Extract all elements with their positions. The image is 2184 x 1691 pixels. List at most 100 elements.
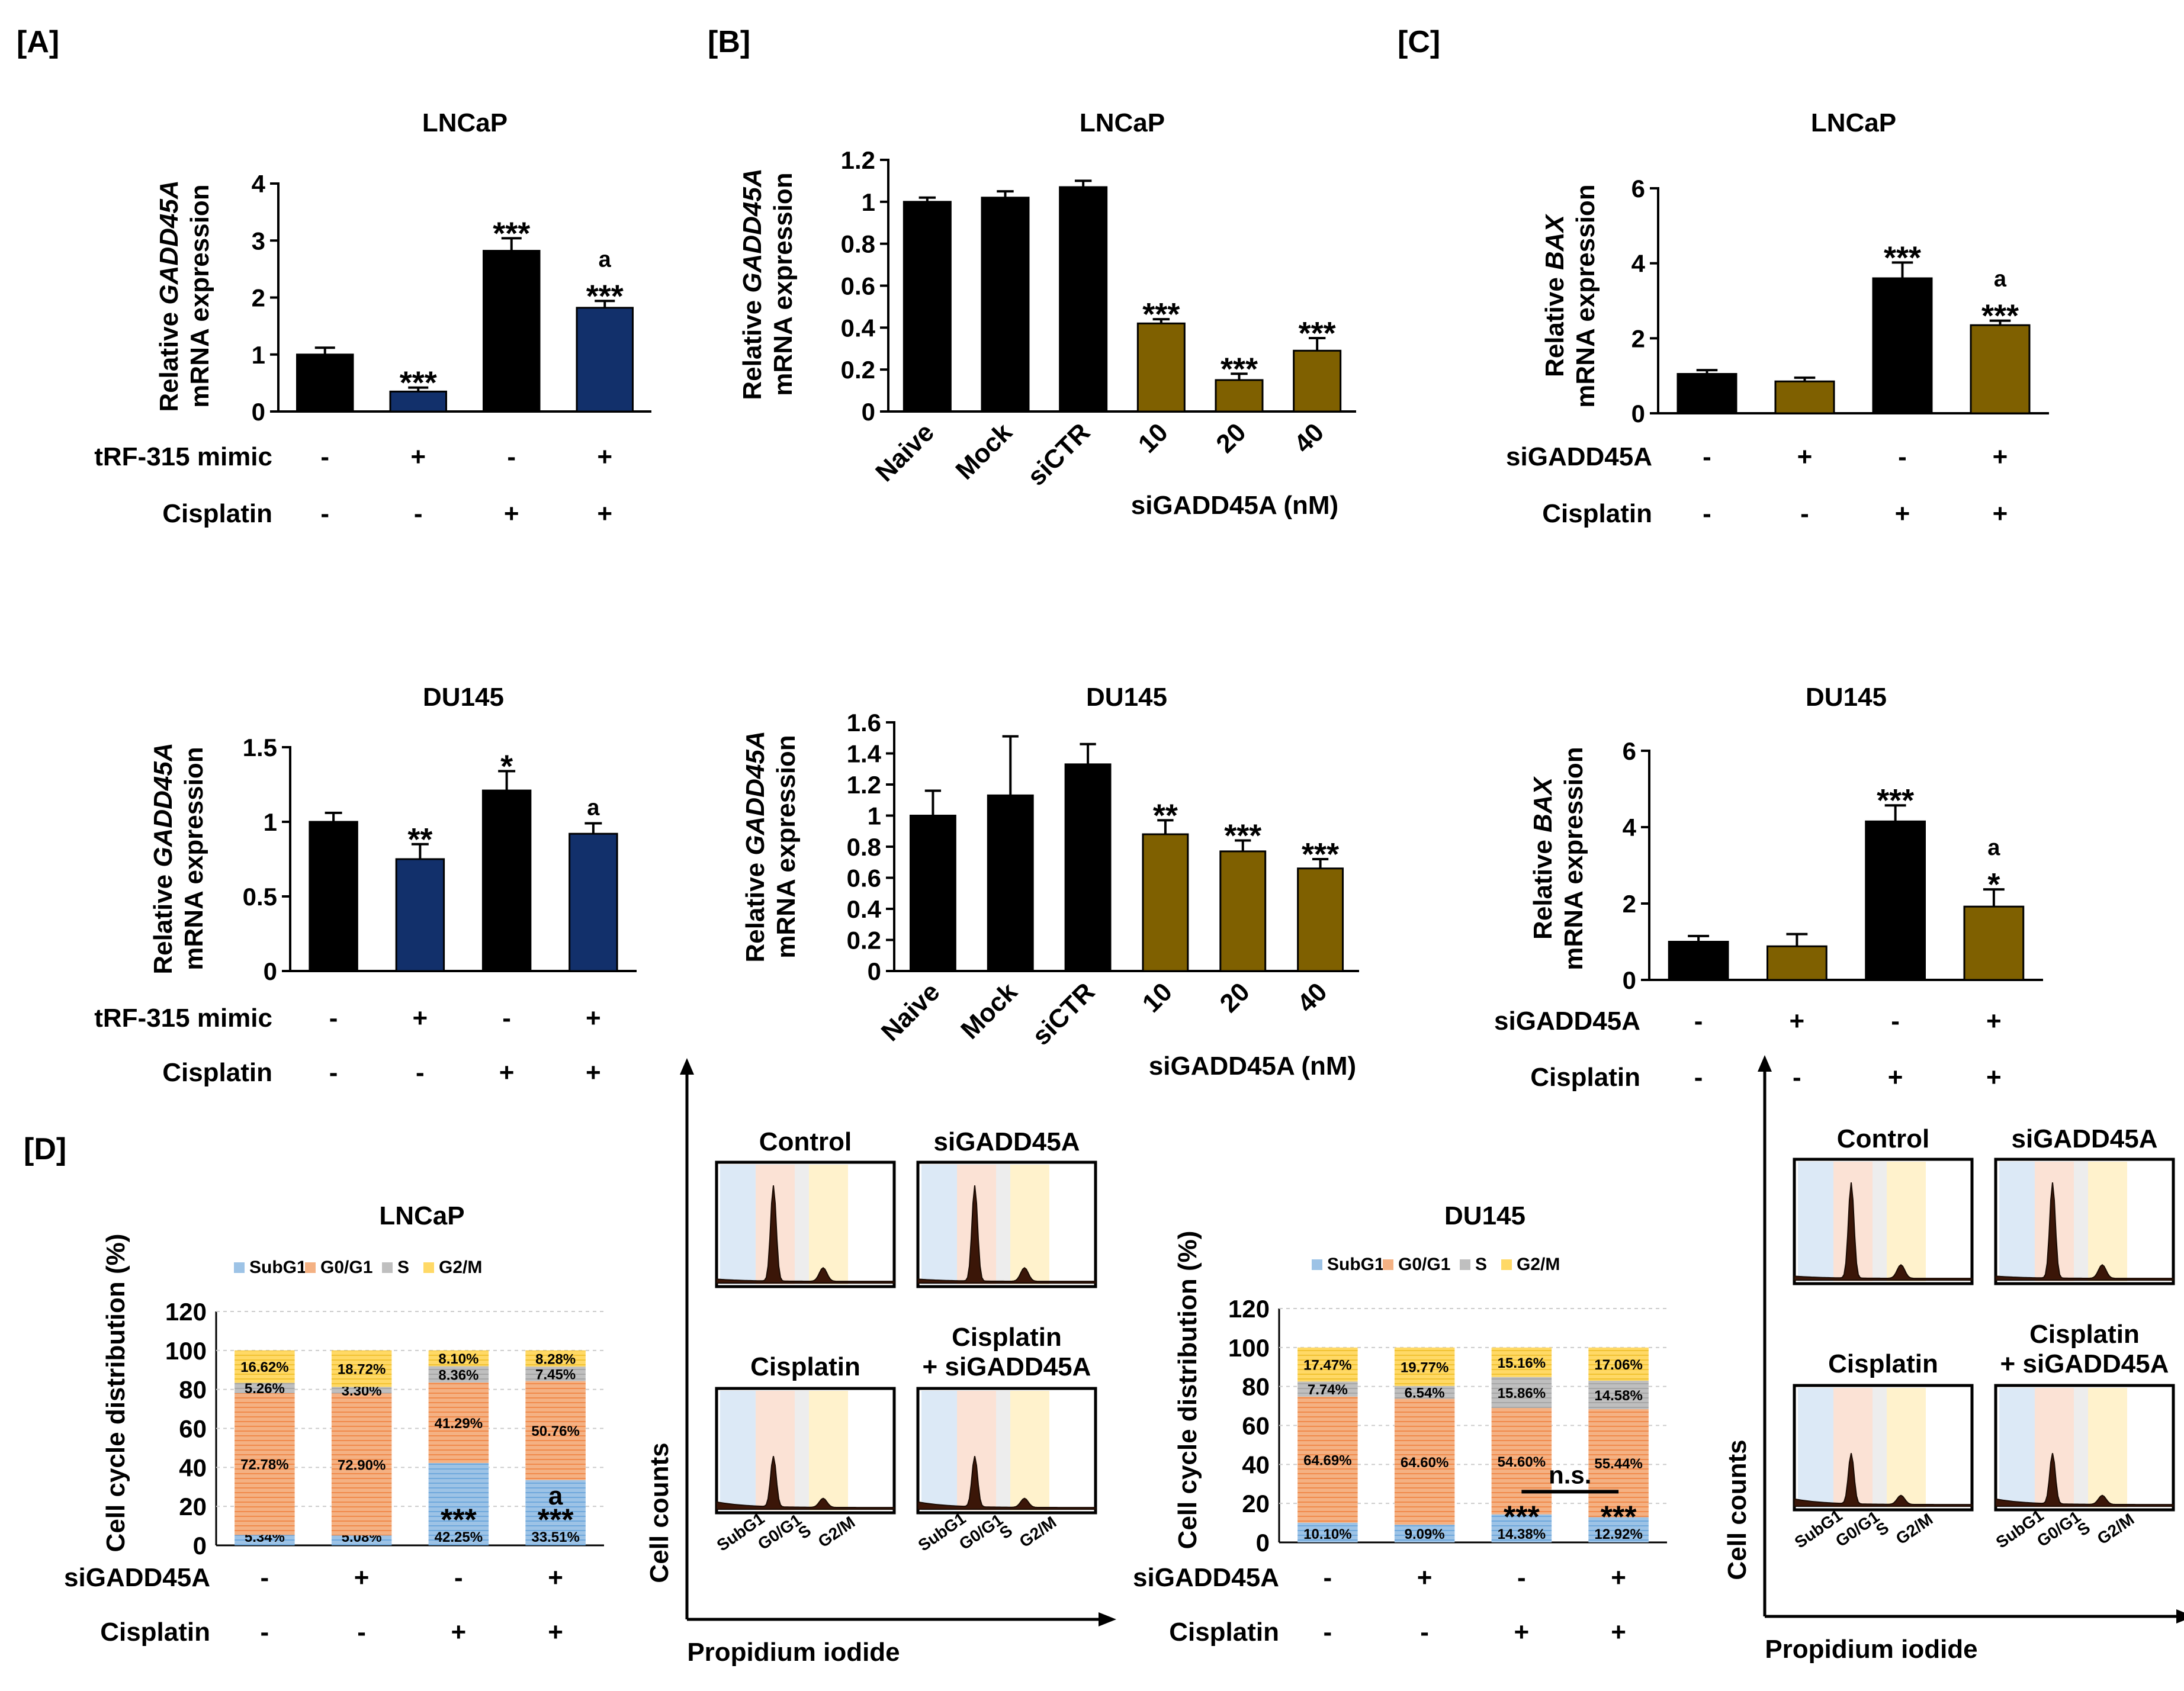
bar-B1-2 <box>1059 186 1108 413</box>
flow-du145-phase-label-0-0: SubG1 <box>1791 1506 1846 1552</box>
flow-du145-phase-label-1-3: G2/M <box>2094 1510 2138 1548</box>
y-label-gene: BAX <box>1540 213 1569 270</box>
condition-sign-C2-0-1: + <box>1790 1007 1805 1036</box>
condition-sign-C2-0-2: - <box>1891 1007 1900 1036</box>
y-axis-label-line2: mRNA expression <box>185 184 214 407</box>
condition-sign-A1-0-3: + <box>597 442 612 471</box>
legend-swatch-D2-3 <box>1501 1259 1512 1270</box>
gate-region-G2/M <box>1010 1391 1049 1510</box>
condition-sign-A1-1-2: + <box>504 499 519 528</box>
condition-sign-C2-1-3: + <box>1986 1063 2002 1092</box>
legend-swatch-D1-3 <box>423 1262 434 1273</box>
data-label-D2-2-2: 15.86% <box>1498 1385 1546 1401</box>
stack-segment-D2-G2/M-2 <box>1491 1347 1552 1377</box>
x-tick-label-B1-3: 10 <box>1133 417 1174 458</box>
data-label-D2-0-1: 9.09% <box>1405 1526 1445 1542</box>
y-tick-label-D2: 20 <box>1242 1490 1270 1518</box>
data-label-D2-1-0: 64.69% <box>1303 1452 1351 1468</box>
condition-sign-D2-0-2: - <box>1517 1563 1526 1592</box>
y-tick-label-B2: 1.2 <box>847 771 881 799</box>
gate-region-G2/M <box>1887 1388 1926 1507</box>
legend-label-D2-3: G2/M <box>1517 1255 1560 1274</box>
gate-region-SubG1 <box>921 1391 957 1510</box>
y-tick-label-B1: 0 <box>862 398 875 426</box>
flow-du145-phase-label-1-0: SubG1 <box>1993 1506 2047 1552</box>
y-label-gene: BAX <box>1528 776 1557 832</box>
significance-mark-D2-3: *** <box>1601 1500 1637 1535</box>
chart-title-C1: LNCaP <box>1811 108 1896 137</box>
condition-label-C1-1: Cisplatin <box>1542 499 1652 528</box>
flow-lncap-phase-label-0-3: G2/M <box>815 1513 859 1551</box>
condition-sign-C1-0-2: - <box>1898 442 1907 471</box>
x-tick-label-B2-0: Naive <box>876 977 946 1047</box>
significance-mark-B2-3: ** <box>1153 798 1178 833</box>
y-label-prefix: Relative <box>1540 270 1569 377</box>
condition-sign-A2-1-0: - <box>329 1058 338 1087</box>
significance-mark-A1-3: a <box>599 247 612 272</box>
x-tick-label-B1-4: 20 <box>1210 417 1251 458</box>
y-label-prefix: Relative <box>149 867 178 975</box>
panel-label-c: [C] <box>1398 25 1440 59</box>
y-tick-label-B2: 1.6 <box>847 709 881 737</box>
condition-sign-D2-1-2: + <box>1514 1618 1530 1647</box>
significance-mark-A1-3: *** <box>586 278 624 314</box>
gate-region-S <box>1873 1162 1887 1281</box>
bar-B2-3 <box>1142 833 1189 972</box>
y-tick-label-B2: 1.4 <box>847 740 882 768</box>
bar-A2-2 <box>481 789 532 972</box>
y-label-prefix: Relative <box>738 293 767 400</box>
flow-lncap-combo <box>916 1387 1097 1515</box>
significance-mark-B2-4: *** <box>1224 818 1261 854</box>
gate-region-SubG1 <box>720 1165 756 1284</box>
stack-segment-D2-SubG1-0 <box>1297 1522 1358 1542</box>
flow-du145-x-label: Propidium iodide <box>1765 1635 1977 1664</box>
flow-lncap-control <box>715 1160 896 1288</box>
data-label-D1-2-3: 7.45% <box>535 1367 576 1383</box>
condition-sign-D1-1-2: + <box>451 1618 467 1647</box>
stack-segment-D2-SubG1-1 <box>1394 1525 1455 1542</box>
flow-du145-y-label: Cell counts <box>1723 1439 1752 1580</box>
flow-du145-phase-label-0-3: G2/M <box>1893 1510 1936 1548</box>
bar-A2-1 <box>395 858 445 972</box>
flow-lncap-cisplatin <box>715 1387 896 1515</box>
condition-sign-C1-1-3: + <box>1993 499 2008 528</box>
chart-title-A1: LNCaP <box>422 108 508 137</box>
histogram-curve <box>1794 1182 1973 1281</box>
gate-region-SubG1 <box>1999 1162 2035 1281</box>
significance-mark-C1-3: *** <box>1981 298 2019 334</box>
x-tick-label-B1-2: siCTR <box>1022 417 1096 491</box>
condition-sign-A2-1-1: - <box>416 1058 425 1087</box>
data-label-D1-1-3: 50.76% <box>531 1423 579 1439</box>
y-label-gene: GADD45A <box>149 742 178 867</box>
data-label-D1-2-0: 5.26% <box>245 1381 285 1397</box>
histogram-curve <box>917 1185 1096 1284</box>
bar-C2-0 <box>1668 941 1729 981</box>
y-tick-label-B1: 0.8 <box>841 230 875 258</box>
gate-region-G2/M <box>809 1165 848 1284</box>
y-tick-label-D2: 40 <box>1242 1451 1270 1478</box>
y-tick-label-A1: 0 <box>252 398 265 426</box>
y-label-c1: Relative BAX mRNA expression <box>1540 184 1600 407</box>
y-tick-label-D1: 80 <box>179 1376 207 1404</box>
chart-title-D2: DU145 <box>1444 1201 1525 1230</box>
condition-sign-C1-1-0: - <box>1703 499 1711 528</box>
stack-segment-D2-SubG1-3 <box>1588 1517 1649 1542</box>
y-tick-label-C2: 0 <box>1623 966 1636 994</box>
data-label-D1-0-3: 33.51% <box>531 1529 579 1545</box>
condition-label-D1-0: siGADD45A <box>64 1563 210 1592</box>
condition-sign-A1-0-1: + <box>410 442 426 471</box>
flow-du145-label-control: Control <box>1837 1124 1929 1153</box>
y-label-D1: Cell cycle distribution (%) <box>101 1234 130 1552</box>
legend-swatch-D2-2 <box>1460 1259 1470 1270</box>
bar-C2-2 <box>1865 820 1926 981</box>
y-axis-label-line2: mRNA expression <box>179 747 208 970</box>
data-label-D2-0-3: 12.92% <box>1594 1526 1642 1542</box>
y-axis-label: Cell cycle distribution (%) <box>101 1234 130 1552</box>
y-label-gene: GADD45A <box>155 180 184 304</box>
y-axis-label: Cell cycle distribution (%) <box>1173 1231 1202 1549</box>
bar-B1-5 <box>1293 349 1342 413</box>
bar-A2-3 <box>569 832 618 972</box>
gate-region-S <box>996 1391 1010 1510</box>
y-tick-label-B1: 0.6 <box>841 272 875 300</box>
